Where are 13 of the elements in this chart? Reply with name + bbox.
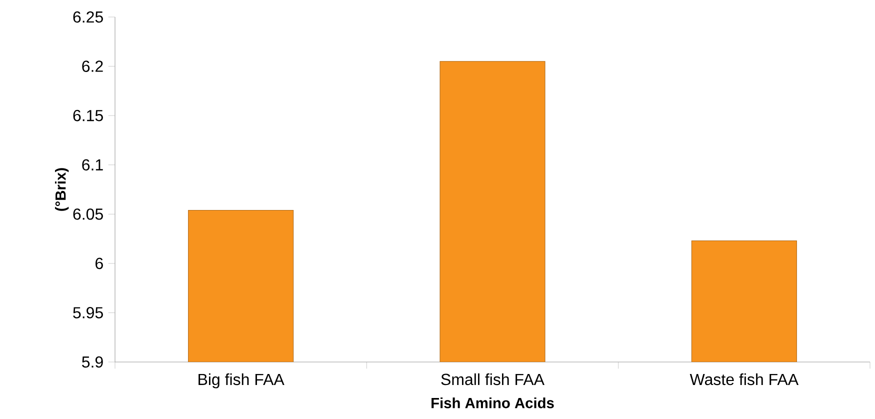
y-tick-label: 5.95 <box>73 307 103 318</box>
y-tick-label: 6.2 <box>82 60 103 72</box>
x-axis-title: Fish Amino Acids <box>432 397 554 408</box>
y-tick-label: 6.1 <box>82 159 103 171</box>
x-tick-label: Waste fish FAA <box>690 373 799 386</box>
y-tick-label: 6.05 <box>73 208 103 220</box>
x-tick-label: Big fish FAA <box>198 373 284 388</box>
y-tick-label: 5.9 <box>82 356 103 368</box>
y-tick-label: 6 <box>96 258 103 270</box>
y-axis-title: (°Brix) <box>55 168 69 211</box>
y-tick-label: 6.15 <box>73 110 103 122</box>
y-tick-label: 6.25 <box>73 11 103 23</box>
x-tick-label: Small fish FAA <box>441 373 544 386</box>
